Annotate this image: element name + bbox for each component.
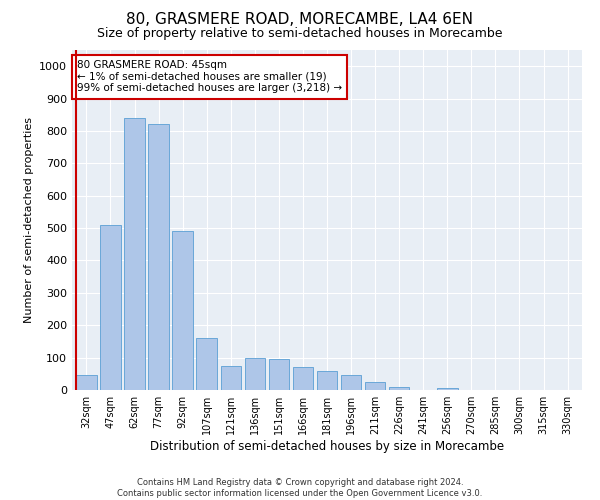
Bar	[269, 359, 289, 390]
Bar	[221, 366, 241, 390]
Bar	[437, 388, 458, 390]
Bar	[76, 376, 97, 390]
Bar	[100, 225, 121, 390]
X-axis label: Distribution of semi-detached houses by size in Morecambe: Distribution of semi-detached houses by …	[150, 440, 504, 453]
Bar	[341, 376, 361, 390]
Y-axis label: Number of semi-detached properties: Number of semi-detached properties	[23, 117, 34, 323]
Bar	[245, 358, 265, 390]
Bar	[389, 387, 409, 390]
Bar	[172, 232, 193, 390]
Bar	[124, 118, 145, 390]
Bar	[196, 338, 217, 390]
Bar	[293, 368, 313, 390]
Text: Size of property relative to semi-detached houses in Morecambe: Size of property relative to semi-detach…	[97, 28, 503, 40]
Bar	[148, 124, 169, 390]
Bar	[365, 382, 385, 390]
Bar	[317, 370, 337, 390]
Text: 80, GRASMERE ROAD, MORECAMBE, LA4 6EN: 80, GRASMERE ROAD, MORECAMBE, LA4 6EN	[127, 12, 473, 28]
Text: Contains HM Land Registry data © Crown copyright and database right 2024.
Contai: Contains HM Land Registry data © Crown c…	[118, 478, 482, 498]
Text: 80 GRASMERE ROAD: 45sqm
← 1% of semi-detached houses are smaller (19)
99% of sem: 80 GRASMERE ROAD: 45sqm ← 1% of semi-det…	[77, 60, 342, 94]
